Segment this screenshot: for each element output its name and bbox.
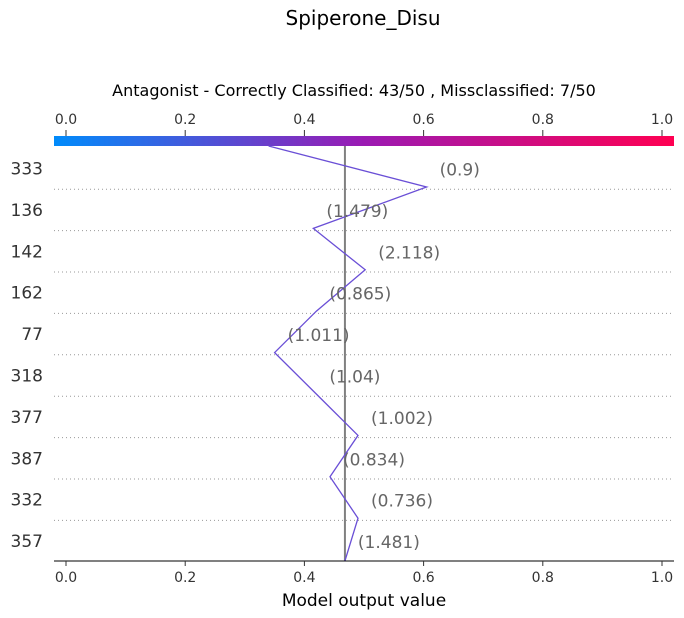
colorbar: [54, 136, 674, 146]
feature-label: 377: [11, 408, 43, 428]
feature-label: 318: [11, 367, 43, 387]
bottom-tick-label: 0.6: [412, 570, 434, 586]
top-tick-label: 0.8: [532, 112, 554, 128]
feature-annotation: (0.834): [343, 450, 405, 470]
feature-annotation: (1.479): [326, 202, 388, 222]
bottom-tick-label: 0.8: [532, 570, 554, 586]
top-axis: 0.0 0.2 0.4 0.6 0.8 1.0: [55, 112, 673, 136]
feature-annotation: (2.118): [378, 243, 440, 263]
top-tick-label: 1.0: [651, 112, 673, 128]
feature-label: 77: [21, 325, 43, 345]
chart-title: Spiperone_Disu: [286, 6, 441, 30]
feature-annotation: (1.011): [288, 326, 350, 346]
feature-annotation: (0.9): [440, 161, 480, 181]
bottom-tick-label: 0.4: [293, 570, 315, 586]
gridlines: [54, 188, 674, 521]
bottom-axis: 0.0 0.2 0.4 0.6 0.8 1.0: [55, 561, 673, 586]
feature-label: 357: [11, 532, 43, 552]
top-tick-label: 0.6: [412, 112, 434, 128]
feature-annotation: (0.736): [371, 492, 433, 512]
feature-annotation: (0.865): [329, 285, 391, 305]
bottom-tick-label: 1.0: [651, 570, 673, 586]
top-tick-label: 0.0: [55, 112, 77, 128]
feature-label: 142: [11, 242, 43, 262]
top-tick-label: 0.4: [293, 112, 315, 128]
feature-annotation: (1.481): [358, 533, 420, 553]
feature-label: 136: [11, 201, 43, 221]
bottom-tick-label: 0.2: [174, 570, 196, 586]
feature-label: 387: [11, 449, 43, 469]
feature-labels: 333 136 142 162 77 318 377 387 332 357: [11, 160, 43, 553]
feature-label: 332: [11, 491, 43, 511]
feature-annotations: (0.9) (1.479) (2.118) (0.865) (1.011) (1.04) (…: [288, 161, 480, 554]
feature-annotation: (1.04): [329, 368, 380, 388]
chart-subtitle: Antagonist - Correctly Classified: 43/50…: [112, 81, 596, 100]
top-tick-label: 0.2: [174, 112, 196, 128]
feature-annotation: (1.002): [371, 409, 433, 429]
feature-label: 333: [11, 160, 43, 180]
feature-label: 162: [11, 284, 43, 304]
bottom-tick-label: 0.0: [55, 570, 77, 586]
x-axis-label: Model output value: [282, 591, 446, 611]
decision-path: [268, 145, 429, 562]
